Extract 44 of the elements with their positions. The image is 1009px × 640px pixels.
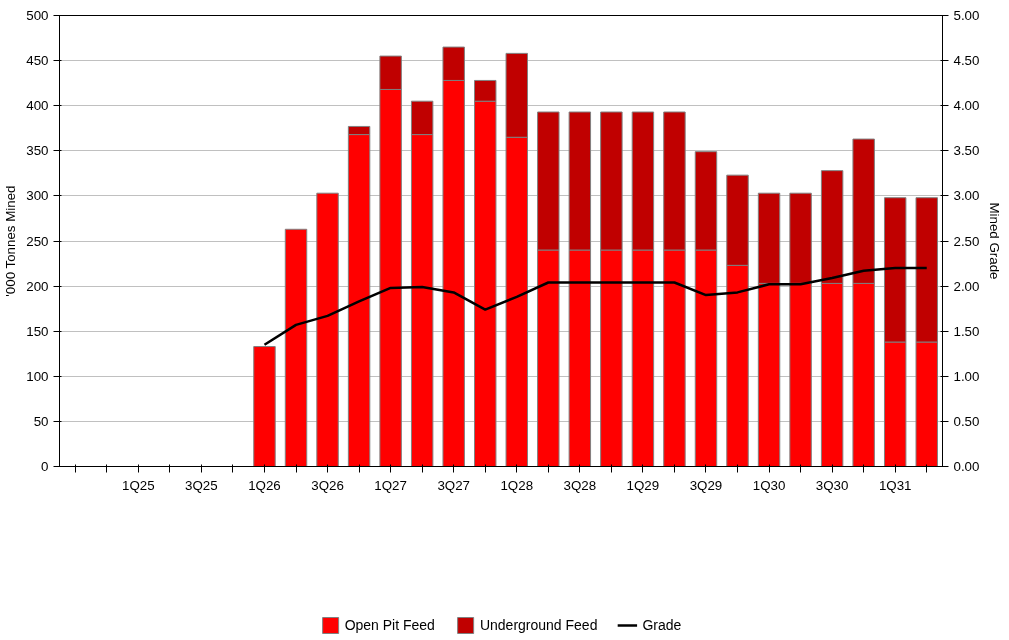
y2-tick-label: 4.00	[953, 98, 980, 114]
y-tick-label: 0	[41, 459, 49, 474]
x-tick-label: 3Q25	[185, 477, 218, 493]
y2-axis-title: Mined Grade	[987, 202, 1003, 280]
y2-tick-label: 5.00	[953, 8, 980, 23]
y-tick-label: 250	[26, 233, 49, 249]
y2-tick-label: 3.00	[953, 188, 980, 204]
y2-tick-label: 1.50	[953, 323, 980, 339]
y-tick-label: 150	[26, 323, 49, 339]
y2-tick-label: 0.00	[953, 459, 980, 474]
legend-label: Open Pit Feed	[344, 617, 435, 633]
x-tick-label: 1Q30	[752, 477, 786, 493]
y2-tick-label: 2.50	[953, 233, 980, 249]
y-tick-label: 400	[26, 98, 49, 114]
bar	[316, 192, 339, 467]
x-tick-label: 1Q25	[122, 477, 155, 493]
legend-label: Underground Feed	[479, 617, 598, 633]
x-tick-label: 1Q28	[500, 477, 534, 493]
y-tick-label: 500	[26, 8, 49, 23]
x-tick-label: 1Q31	[878, 477, 912, 493]
x-tick-label: 3Q30	[815, 477, 849, 493]
y2-tick-label: 4.50	[953, 53, 980, 69]
y-tick-label: 50	[33, 413, 49, 429]
legend-label: Grade	[642, 617, 682, 633]
x-tick-label: 3Q28	[563, 477, 597, 493]
line-series	[263, 266, 928, 346]
x-tick-label: 1Q26	[248, 477, 281, 493]
y2-tick-label: 3.50	[953, 143, 980, 159]
x-tick-label: 3Q29	[689, 477, 723, 493]
bar	[284, 228, 308, 467]
x-tick-label: 3Q27	[437, 477, 470, 493]
y2-tick-label: 0.50	[953, 413, 980, 429]
y-tick-label: 350	[26, 143, 49, 159]
x-tick-label: 1Q27	[374, 477, 407, 493]
y-tick-label: 100	[26, 368, 49, 384]
x-tick-label: 3Q26	[311, 477, 344, 493]
y-tick-label: 200	[26, 278, 49, 294]
y-tick-label: 300	[26, 188, 49, 204]
y-axis-title: '000 Tonnes Mined	[3, 185, 19, 297]
y2-tick-label: 2.00	[953, 278, 980, 294]
y2-tick-label: 1.00	[953, 368, 980, 384]
bar	[253, 346, 276, 467]
y-tick-label: 450	[26, 53, 49, 69]
x-tick-label: 1Q29	[626, 477, 660, 493]
